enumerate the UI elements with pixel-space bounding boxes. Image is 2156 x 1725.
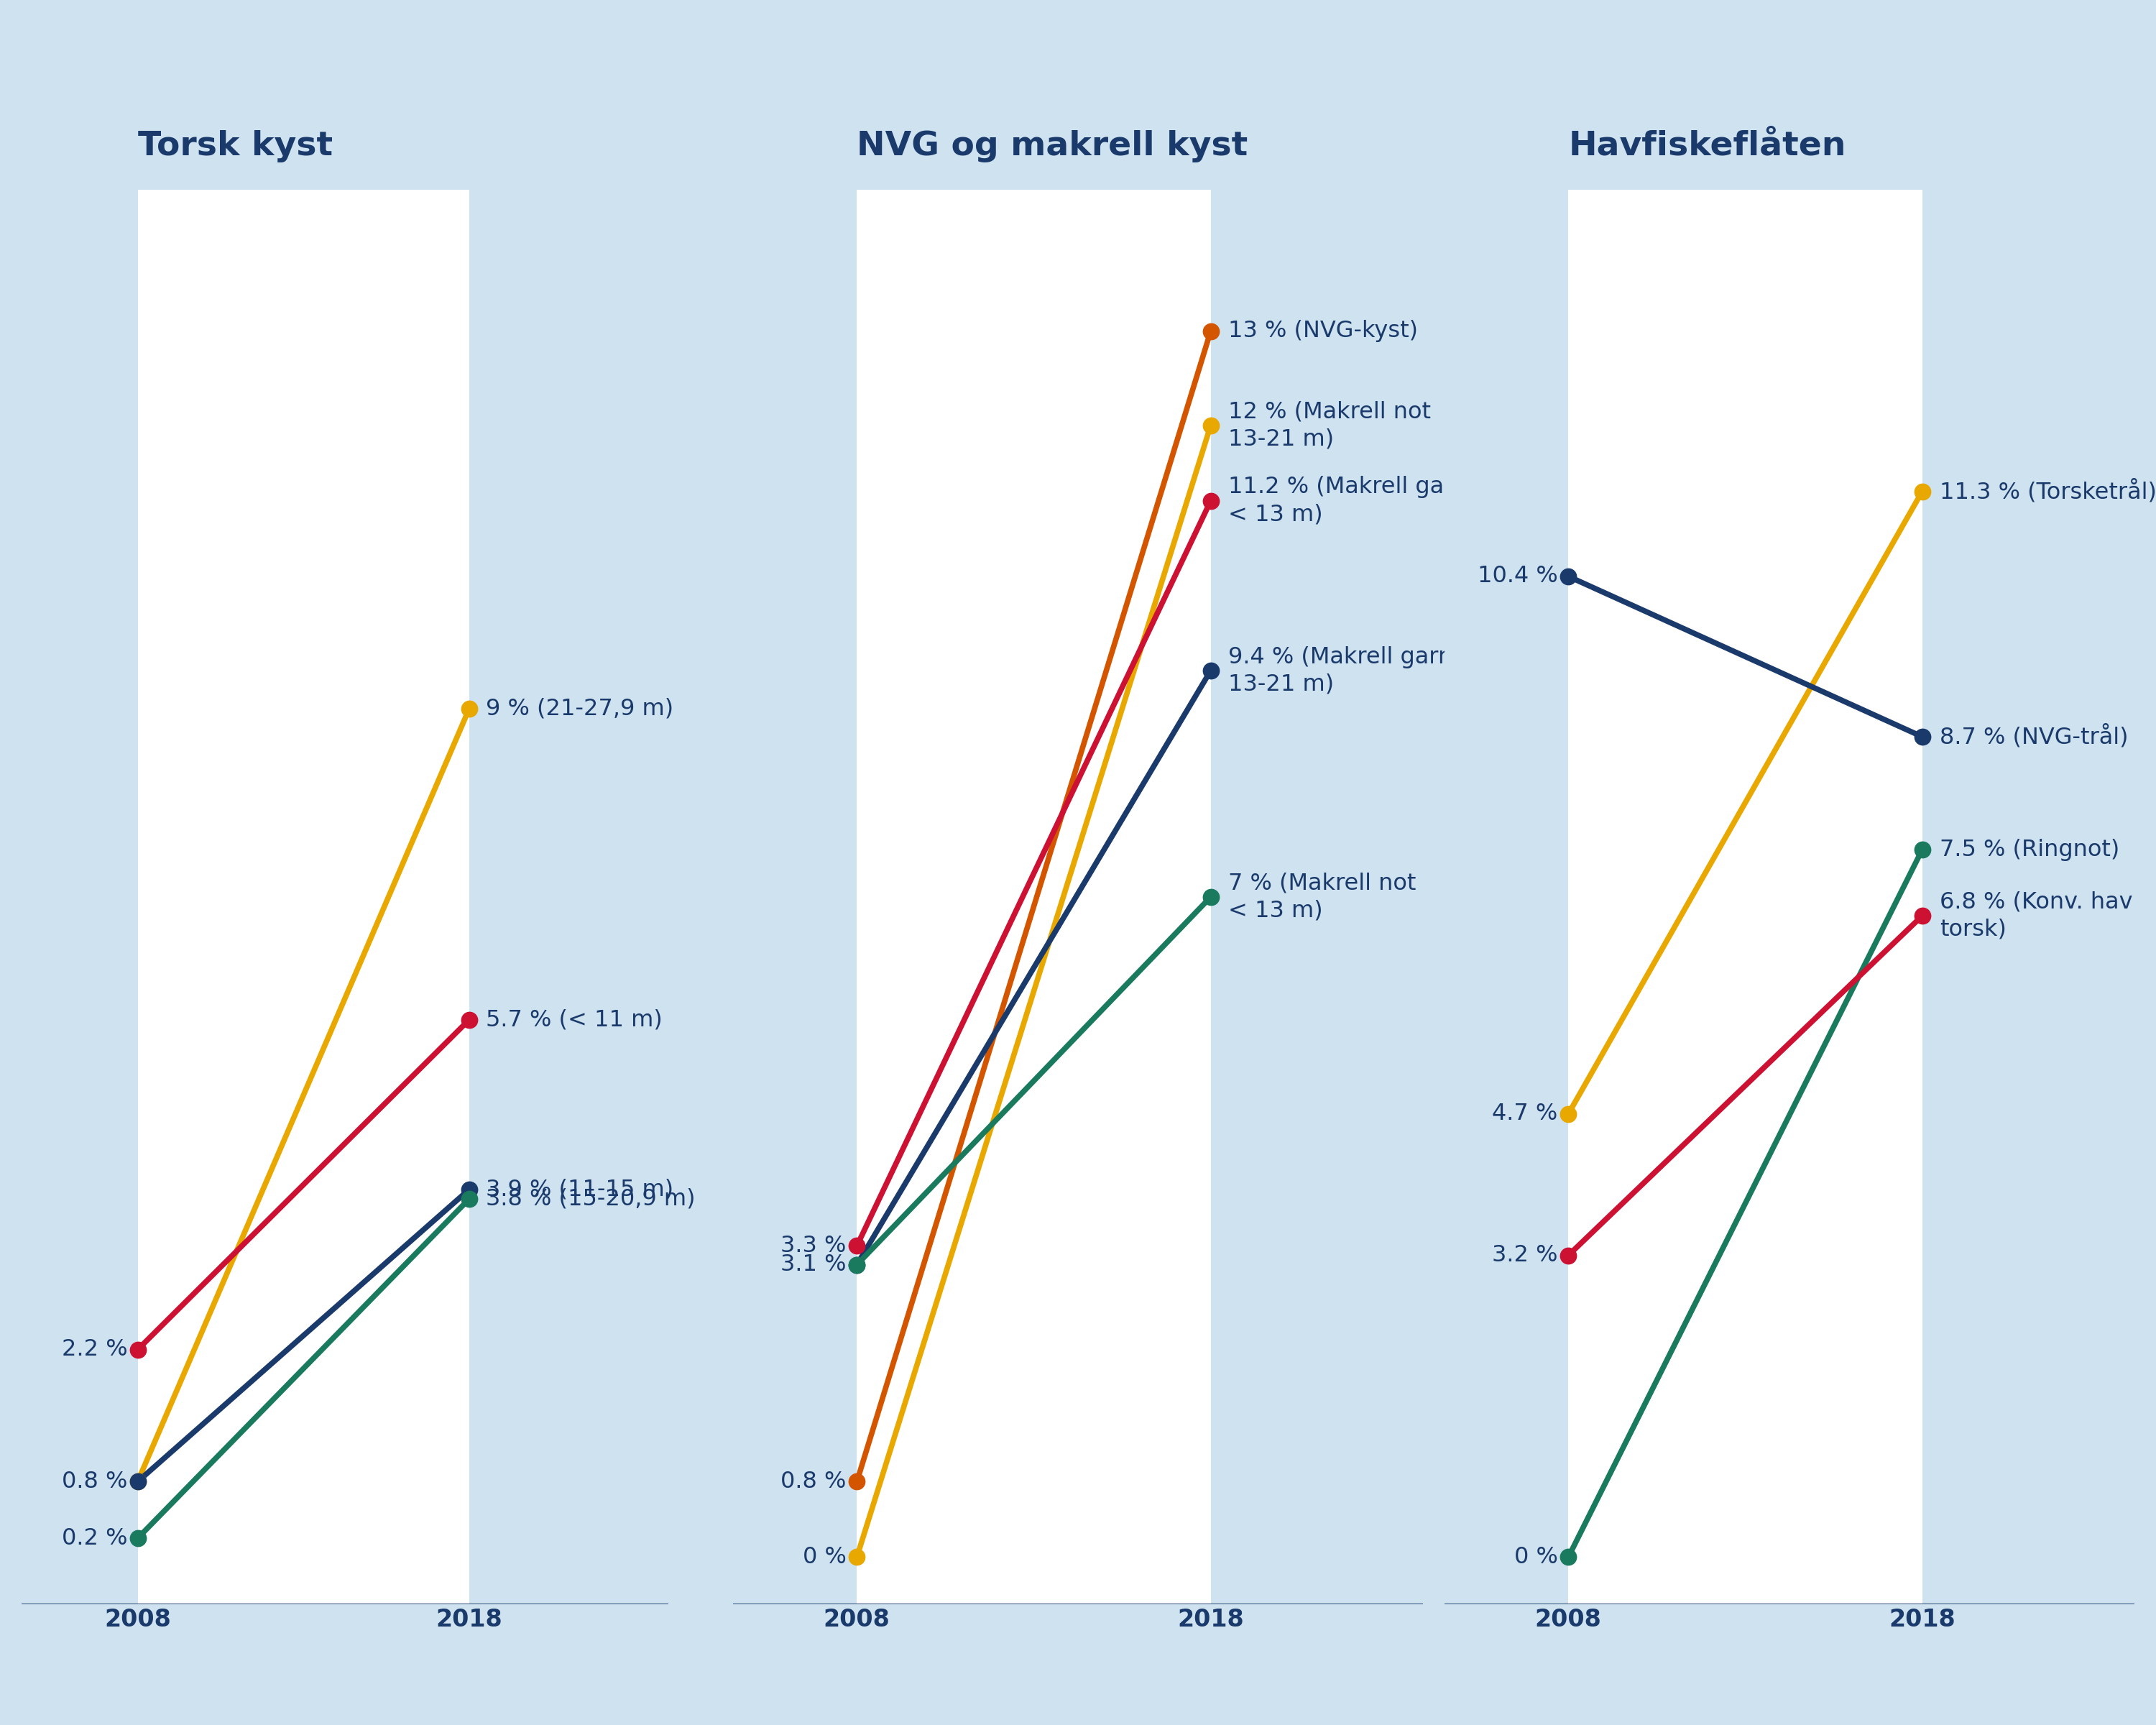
Text: 0 %: 0 % (802, 1546, 847, 1568)
Text: 7.5 % (Ringnot): 7.5 % (Ringnot) (1940, 838, 2119, 861)
Text: 2.2 %: 2.2 % (63, 1339, 127, 1361)
Text: 4.7 %: 4.7 % (1492, 1102, 1559, 1125)
Point (1550, 562, 1585, 590)
Point (1906, 837, 1940, 864)
Text: 13 % (NVG-kyst): 13 % (NVG-kyst) (1229, 321, 1419, 342)
Text: 3.1 %: 3.1 % (780, 1254, 847, 1276)
Point (121, 1335, 155, 1363)
Text: 0.8 %: 0.8 % (63, 1470, 127, 1492)
Point (1906, 902, 1940, 930)
Point (839, 1544, 873, 1571)
Point (1906, 723, 1940, 750)
Text: 3.2 %: 3.2 % (1492, 1244, 1559, 1266)
Point (1194, 317, 1229, 345)
Point (839, 1232, 873, 1259)
Point (121, 1468, 155, 1496)
Text: 8.7 % (NVG-trål): 8.7 % (NVG-trål) (1940, 724, 2128, 749)
Point (1550, 1544, 1585, 1571)
Bar (138, 190, 470, 1604)
Text: 3.9 % (11-15 m): 3.9 % (11-15 m) (485, 1178, 673, 1201)
Point (453, 1175, 487, 1202)
Text: Torsk kyst: Torsk kyst (138, 129, 332, 162)
Point (1550, 1101, 1585, 1128)
Bar (856, 190, 1212, 1604)
Text: 3.3 %: 3.3 % (780, 1235, 847, 1258)
Point (453, 1006, 487, 1033)
Text: 0 %: 0 % (1514, 1546, 1559, 1568)
Text: 6.8 % (Konv. hav
torsk): 6.8 % (Konv. hav torsk) (1940, 892, 2132, 940)
Text: 0.8 %: 0.8 % (780, 1470, 847, 1492)
Point (453, 695, 487, 723)
Point (1194, 486, 1229, 514)
Point (1906, 478, 1940, 505)
Point (839, 1251, 873, 1278)
Text: 11.3 % (Torsketrål): 11.3 % (Torsketrål) (1940, 480, 2156, 504)
Text: 9 % (21-27,9 m): 9 % (21-27,9 m) (485, 697, 673, 719)
Text: 10.4 %: 10.4 % (1477, 566, 1559, 588)
Point (839, 1468, 873, 1496)
Text: 12 % (Makrell not
13-21 m): 12 % (Makrell not 13-21 m) (1229, 400, 1432, 450)
Text: 9.4 % (Makrell garn
13-21 m): 9.4 % (Makrell garn 13-21 m) (1229, 645, 1453, 695)
Point (1194, 412, 1229, 440)
Point (839, 1251, 873, 1278)
Text: Havfiskeflåten: Havfiskeflåten (1567, 129, 1846, 162)
Text: 5.7 % (< 11 m): 5.7 % (< 11 m) (485, 1009, 662, 1032)
Point (1194, 883, 1229, 911)
Text: 11.2 % (Makrell garn
< 13 m): 11.2 % (Makrell garn < 13 m) (1229, 476, 1468, 526)
Text: 3.8 % (15-20,9 m): 3.8 % (15-20,9 m) (485, 1187, 696, 1209)
Text: 0.2 %: 0.2 % (63, 1527, 127, 1549)
Text: NVG og makrell kyst: NVG og makrell kyst (856, 129, 1248, 162)
Point (1194, 657, 1229, 685)
Point (1550, 1242, 1585, 1270)
Point (121, 1468, 155, 1496)
Text: 7 % (Makrell not
< 13 m): 7 % (Makrell not < 13 m) (1229, 873, 1416, 921)
Bar (1567, 190, 1923, 1604)
Point (453, 1185, 487, 1213)
Point (121, 1525, 155, 1552)
